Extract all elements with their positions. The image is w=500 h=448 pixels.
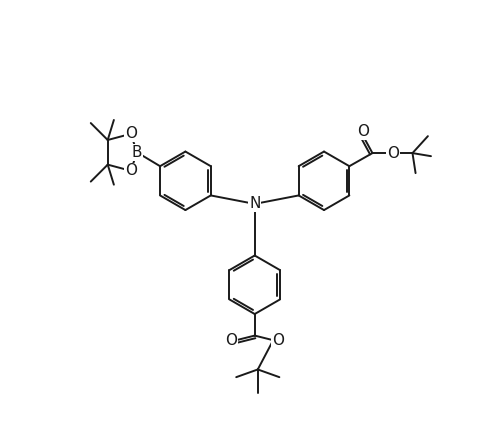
Text: O: O (272, 333, 284, 348)
Text: O: O (125, 126, 137, 141)
Text: B: B (132, 145, 142, 160)
Text: O: O (125, 164, 137, 178)
Text: N: N (249, 196, 260, 211)
Text: O: O (387, 146, 399, 160)
Text: O: O (357, 124, 369, 139)
Text: O: O (225, 333, 237, 348)
